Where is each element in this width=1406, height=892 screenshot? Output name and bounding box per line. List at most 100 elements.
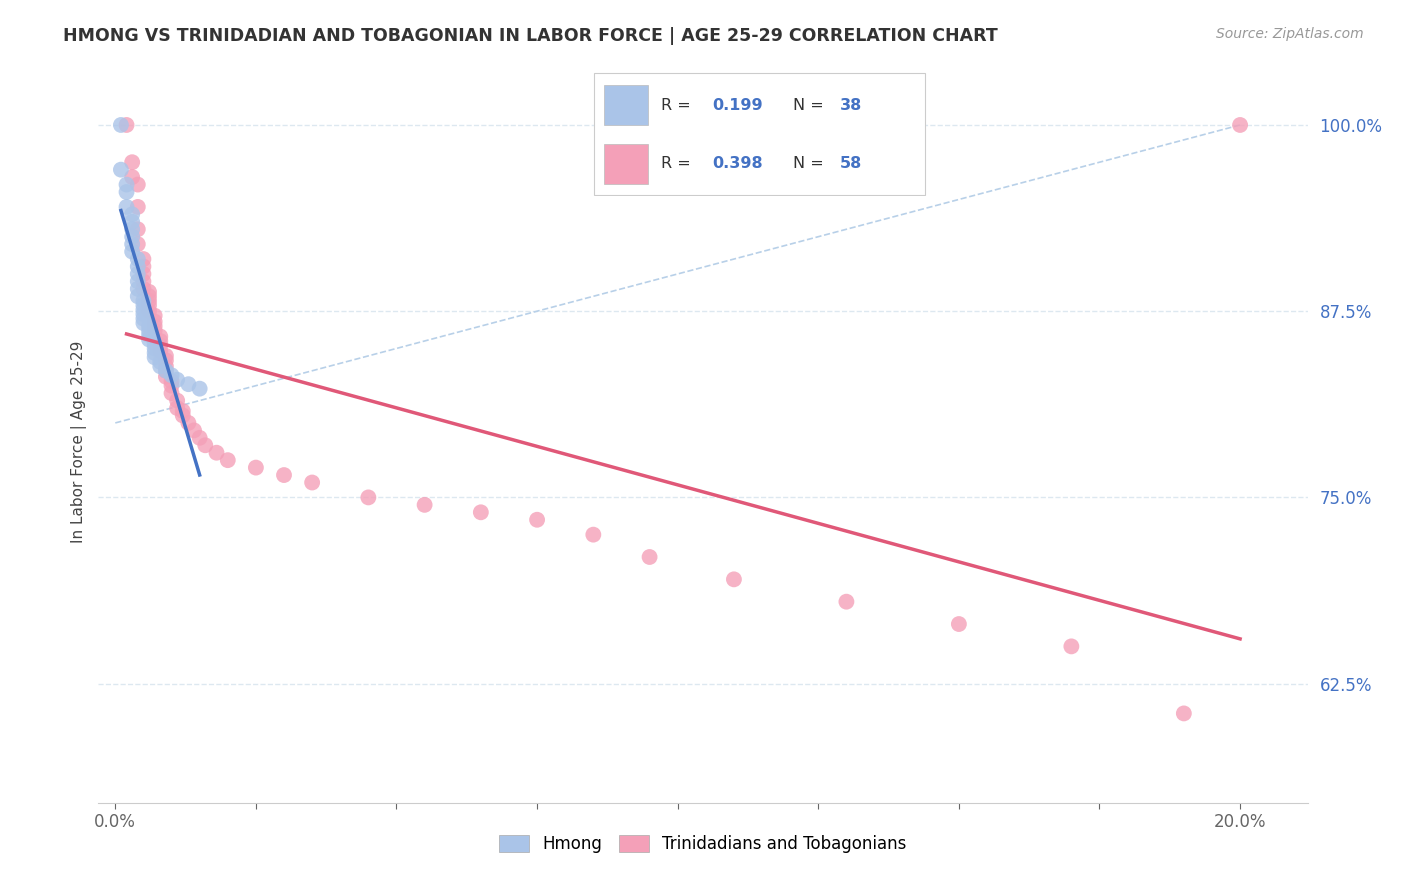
Point [121,170,143,185]
Point [149,359,172,374]
Point [155,353,177,368]
Point [638,549,661,564]
Text: 58: 58 [841,156,862,171]
Point [143,319,166,334]
Point [149,338,172,352]
Point [160,368,183,383]
Point [110,162,132,177]
Point [835,595,858,609]
Point [138,324,160,338]
Point [155,369,177,384]
Point [301,475,323,490]
Point [121,222,143,236]
Point [132,302,155,317]
Text: N =: N = [793,156,830,171]
FancyBboxPatch shape [605,85,648,125]
Point [149,329,172,343]
Point [138,298,160,312]
Point [132,260,155,274]
FancyBboxPatch shape [593,72,925,195]
Point [172,404,194,418]
Point [127,260,149,274]
Point [110,118,132,132]
Point [143,346,166,360]
Point [245,460,267,475]
Point [127,282,149,296]
Point [138,289,160,303]
Point [127,274,149,288]
Point [526,513,548,527]
Point [155,364,177,378]
Point [132,274,155,288]
Point [183,423,205,437]
Point [149,334,172,348]
Point [143,337,166,351]
Point [115,185,138,199]
Point [177,377,200,392]
Point [127,178,149,192]
Text: N =: N = [793,97,830,112]
Point [1173,706,1195,721]
Point [138,304,160,318]
Point [115,178,138,192]
Point [155,359,177,374]
Point [127,200,149,214]
Point [138,285,160,299]
Point [138,293,160,308]
Point [194,438,217,452]
Point [138,333,160,347]
Point [127,267,149,281]
Point [143,315,166,329]
Point [132,282,155,296]
Point [115,200,138,214]
Point [273,468,295,483]
Point [115,118,138,132]
Point [177,416,200,430]
Point [723,572,745,586]
Point [155,364,177,378]
Point [149,344,172,359]
Point [132,298,155,312]
Point [121,244,143,259]
Legend: Hmong, Trinidadians and Tobagonians: Hmong, Trinidadians and Tobagonians [492,828,914,860]
Point [121,207,143,221]
Point [160,378,183,392]
Text: R =: R = [661,156,696,171]
Point [121,229,143,244]
Text: HMONG VS TRINIDADIAN AND TOBAGONIAN IN LABOR FORCE | AGE 25-29 CORRELATION CHART: HMONG VS TRINIDADIAN AND TOBAGONIAN IN L… [63,27,998,45]
Point [132,307,155,321]
Point [205,446,228,460]
Point [121,155,143,169]
Text: 0.199: 0.199 [711,97,762,112]
Point [172,409,194,423]
Point [132,316,155,330]
Point [188,431,211,445]
Point [121,215,143,229]
Point [1229,118,1251,132]
Point [166,373,188,387]
Point [138,328,160,343]
Point [143,351,166,365]
Point [132,252,155,266]
Text: R =: R = [661,97,696,112]
FancyBboxPatch shape [605,144,648,184]
Point [132,311,155,326]
Point [582,527,605,541]
Text: 38: 38 [841,97,862,112]
Point [470,505,492,519]
Point [1060,640,1083,654]
Point [357,491,380,505]
Point [166,393,188,408]
Point [143,324,166,338]
Point [217,453,239,467]
Text: Source: ZipAtlas.com: Source: ZipAtlas.com [1216,27,1364,41]
Point [143,342,166,356]
Point [413,498,436,512]
Point [127,237,149,252]
Point [948,617,970,632]
Point [138,319,160,334]
Point [127,252,149,266]
Point [160,386,183,401]
Point [160,374,183,388]
Point [132,293,155,308]
